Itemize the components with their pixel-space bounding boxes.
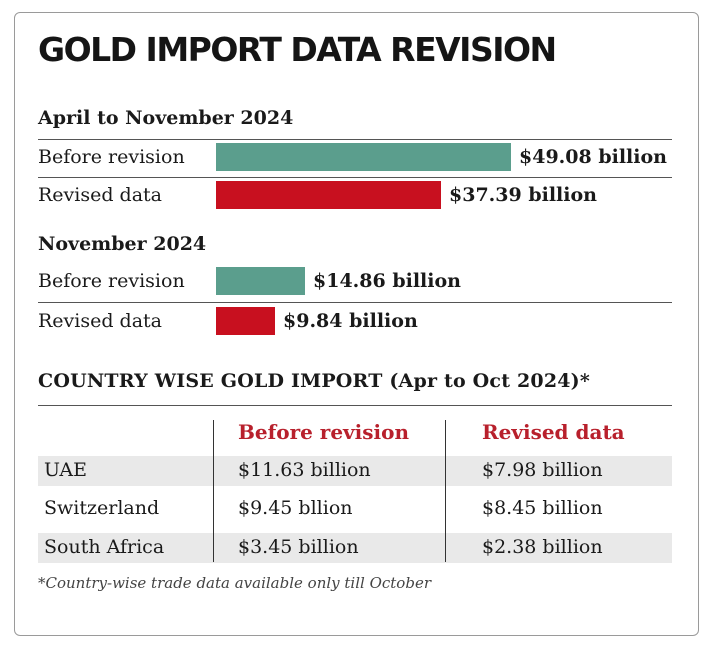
bar-nov-revised bbox=[216, 307, 275, 335]
value-before: $11.63 billion bbox=[238, 459, 371, 481]
row-label-before-2: Before revision bbox=[38, 270, 185, 292]
divider bbox=[38, 177, 672, 178]
value-revised: $8.45 billion bbox=[482, 497, 603, 519]
country-name: South Africa bbox=[44, 536, 165, 558]
country-name: Switzerland bbox=[44, 497, 160, 519]
bar-value-apr-nov-before: $49.08 billion bbox=[519, 146, 667, 168]
value-before: $3.45 billion bbox=[238, 536, 359, 558]
divider bbox=[38, 302, 672, 303]
infographic-frame bbox=[14, 12, 699, 636]
bar-apr-nov-revised bbox=[216, 181, 441, 209]
bar-nov-before bbox=[216, 267, 305, 295]
divider bbox=[38, 139, 672, 140]
divider bbox=[38, 405, 672, 406]
column-divider bbox=[445, 420, 446, 562]
value-revised: $2.38 billion bbox=[482, 536, 603, 558]
row-label-before-1: Before revision bbox=[38, 146, 185, 168]
row-label-revised-1: Revised data bbox=[38, 184, 163, 206]
bar-value-apr-nov-revised: $37.39 billion bbox=[449, 184, 597, 206]
section-title-apr-nov: April to November 2024 bbox=[38, 107, 294, 129]
value-before: $9.45 bllion bbox=[238, 497, 353, 519]
row-label-revised-2: Revised data bbox=[38, 310, 163, 332]
value-revised: $7.98 billion bbox=[482, 459, 603, 481]
infographic-title: GOLD IMPORT DATA REVISION bbox=[38, 30, 557, 69]
column-divider bbox=[213, 420, 214, 562]
country-table-title: COUNTRY WISE GOLD IMPORT (Apr to Oct 202… bbox=[38, 370, 590, 392]
column-header-before: Before revision bbox=[238, 420, 410, 444]
bar-apr-nov-before bbox=[216, 143, 511, 171]
bar-value-nov-before: $14.86 billion bbox=[313, 270, 461, 292]
footnote: *Country-wise trade data available only … bbox=[38, 574, 431, 592]
section-title-nov: November 2024 bbox=[38, 233, 207, 255]
table-row: UAE $11.63 billion $7.98 billion bbox=[38, 456, 672, 486]
table-row: Switzerland $9.45 bllion $8.45 billion bbox=[38, 494, 672, 524]
column-header-revised: Revised data bbox=[482, 420, 625, 444]
country-name: UAE bbox=[44, 459, 88, 481]
bar-value-nov-revised: $9.84 billion bbox=[283, 310, 418, 332]
table-row: South Africa $3.45 billion $2.38 billion bbox=[38, 533, 672, 563]
